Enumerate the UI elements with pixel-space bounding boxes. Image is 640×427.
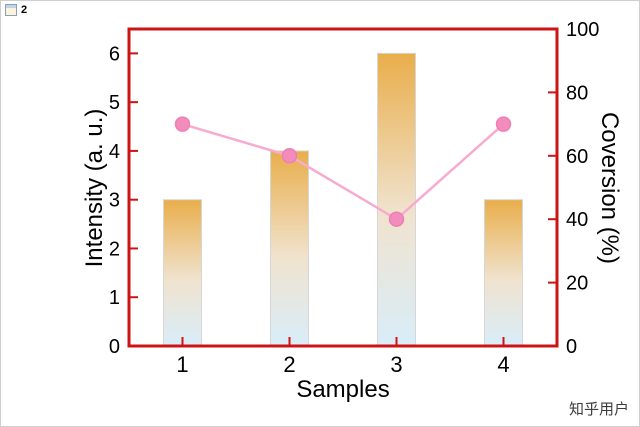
- tick-label-left: 6: [109, 43, 120, 65]
- y-axis-title-left: Intensity (a. u.): [81, 108, 108, 268]
- y-axis-title-right: Coversion (%): [596, 111, 623, 265]
- marker-sample-3: [388, 211, 405, 227]
- bar-sample-2: [270, 150, 309, 347]
- watermark: 知乎用户: [568, 401, 629, 418]
- tick-label-left: 0: [109, 336, 120, 358]
- x-tick-label: 1: [176, 352, 188, 377]
- conversion-line: [182, 122, 505, 221]
- tick-label-left: 5: [109, 92, 120, 114]
- x-tick-label: 4: [497, 352, 509, 377]
- tick-label-right: 0: [566, 336, 577, 358]
- bar-sample-3: [377, 52, 416, 347]
- tick-label-right: 20: [566, 273, 588, 295]
- x-tick-label: 3: [390, 352, 402, 377]
- window-tab-label: 2: [21, 4, 28, 16]
- tick-label-right: 80: [566, 82, 588, 104]
- tick-label-left: 1: [109, 287, 120, 309]
- tick-label-left: 2: [109, 238, 120, 260]
- tick-label-right: 100: [566, 19, 599, 41]
- marker-sample-1: [174, 116, 191, 132]
- bar-sample-1: [163, 199, 202, 347]
- bar-sample-4: [484, 199, 523, 347]
- tick-label-left: 4: [109, 141, 120, 163]
- plot-frame: [127, 27, 559, 348]
- tick-label-right: 60: [566, 146, 588, 168]
- x-tick-label: 2: [283, 352, 295, 377]
- tick-label-right: 40: [566, 209, 588, 231]
- window-icon: [5, 4, 17, 16]
- window-tab[interactable]: 2: [5, 4, 27, 16]
- marker-sample-4: [495, 116, 512, 132]
- marker-sample-2: [281, 148, 298, 164]
- x-axis-title: Samples: [296, 376, 390, 403]
- tick-label-left: 3: [109, 190, 120, 212]
